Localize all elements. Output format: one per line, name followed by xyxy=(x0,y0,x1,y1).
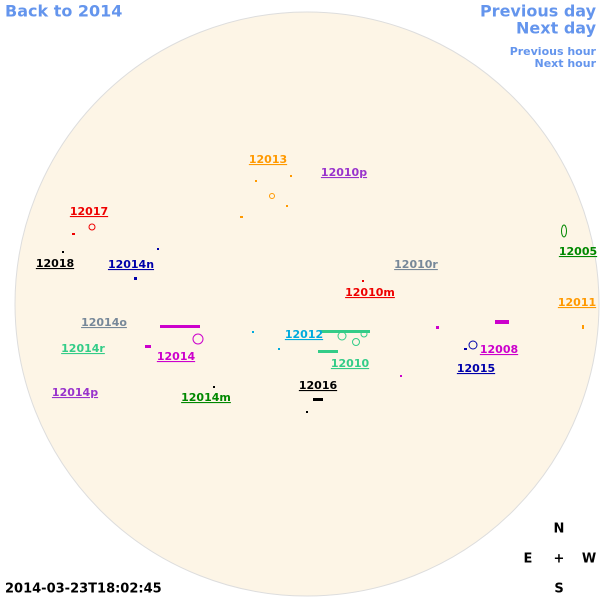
region-labels: 12013 12010p 12017 12005 12018 12014n 12… xyxy=(36,153,597,404)
compass: N E + W S xyxy=(524,522,597,597)
spot xyxy=(561,224,567,238)
region-label[interactable]: 12010p xyxy=(321,166,367,179)
solar-disk xyxy=(14,11,600,597)
sunspots xyxy=(62,175,584,413)
region-label[interactable]: 12014n xyxy=(108,258,154,271)
region-label[interactable]: 12013 xyxy=(249,153,287,166)
previous-day-link[interactable]: Previous day xyxy=(480,2,597,21)
region-label[interactable]: 12005 xyxy=(559,245,597,258)
compass-east: E xyxy=(524,552,533,567)
region-label[interactable]: 12014r xyxy=(61,342,105,355)
compass-center: + xyxy=(554,552,565,567)
timestamp: 2014-03-23T18:02:45 xyxy=(5,582,162,597)
previous-hour-link[interactable]: Previous hour xyxy=(510,45,597,58)
next-day-link[interactable]: Next day xyxy=(516,19,597,38)
compass-west: W xyxy=(582,552,596,567)
region-label[interactable]: 12008 xyxy=(480,343,518,356)
region-label[interactable]: 12014o xyxy=(81,316,127,329)
region-label[interactable]: 12010m xyxy=(345,286,395,299)
compass-north: N xyxy=(554,522,565,537)
region-label[interactable]: 12014 xyxy=(157,350,196,363)
compass-south: S xyxy=(554,582,563,597)
region-label[interactable]: 12010r xyxy=(394,258,438,271)
region-label[interactable]: 12014m xyxy=(181,391,231,404)
region-label[interactable]: 12016 xyxy=(299,379,338,392)
region-label[interactable]: 12017 xyxy=(70,205,108,218)
region-label[interactable]: 12011 xyxy=(558,296,596,309)
next-hour-link[interactable]: Next hour xyxy=(535,57,597,70)
region-label[interactable]: 12012 xyxy=(285,328,323,341)
region-label[interactable]: 12014p xyxy=(52,386,98,399)
region-label[interactable]: 12010 xyxy=(331,357,370,370)
back-link[interactable]: Back to 2014 xyxy=(5,2,122,21)
region-label[interactable]: 12015 xyxy=(457,362,495,375)
region-label[interactable]: 12018 xyxy=(36,257,74,270)
